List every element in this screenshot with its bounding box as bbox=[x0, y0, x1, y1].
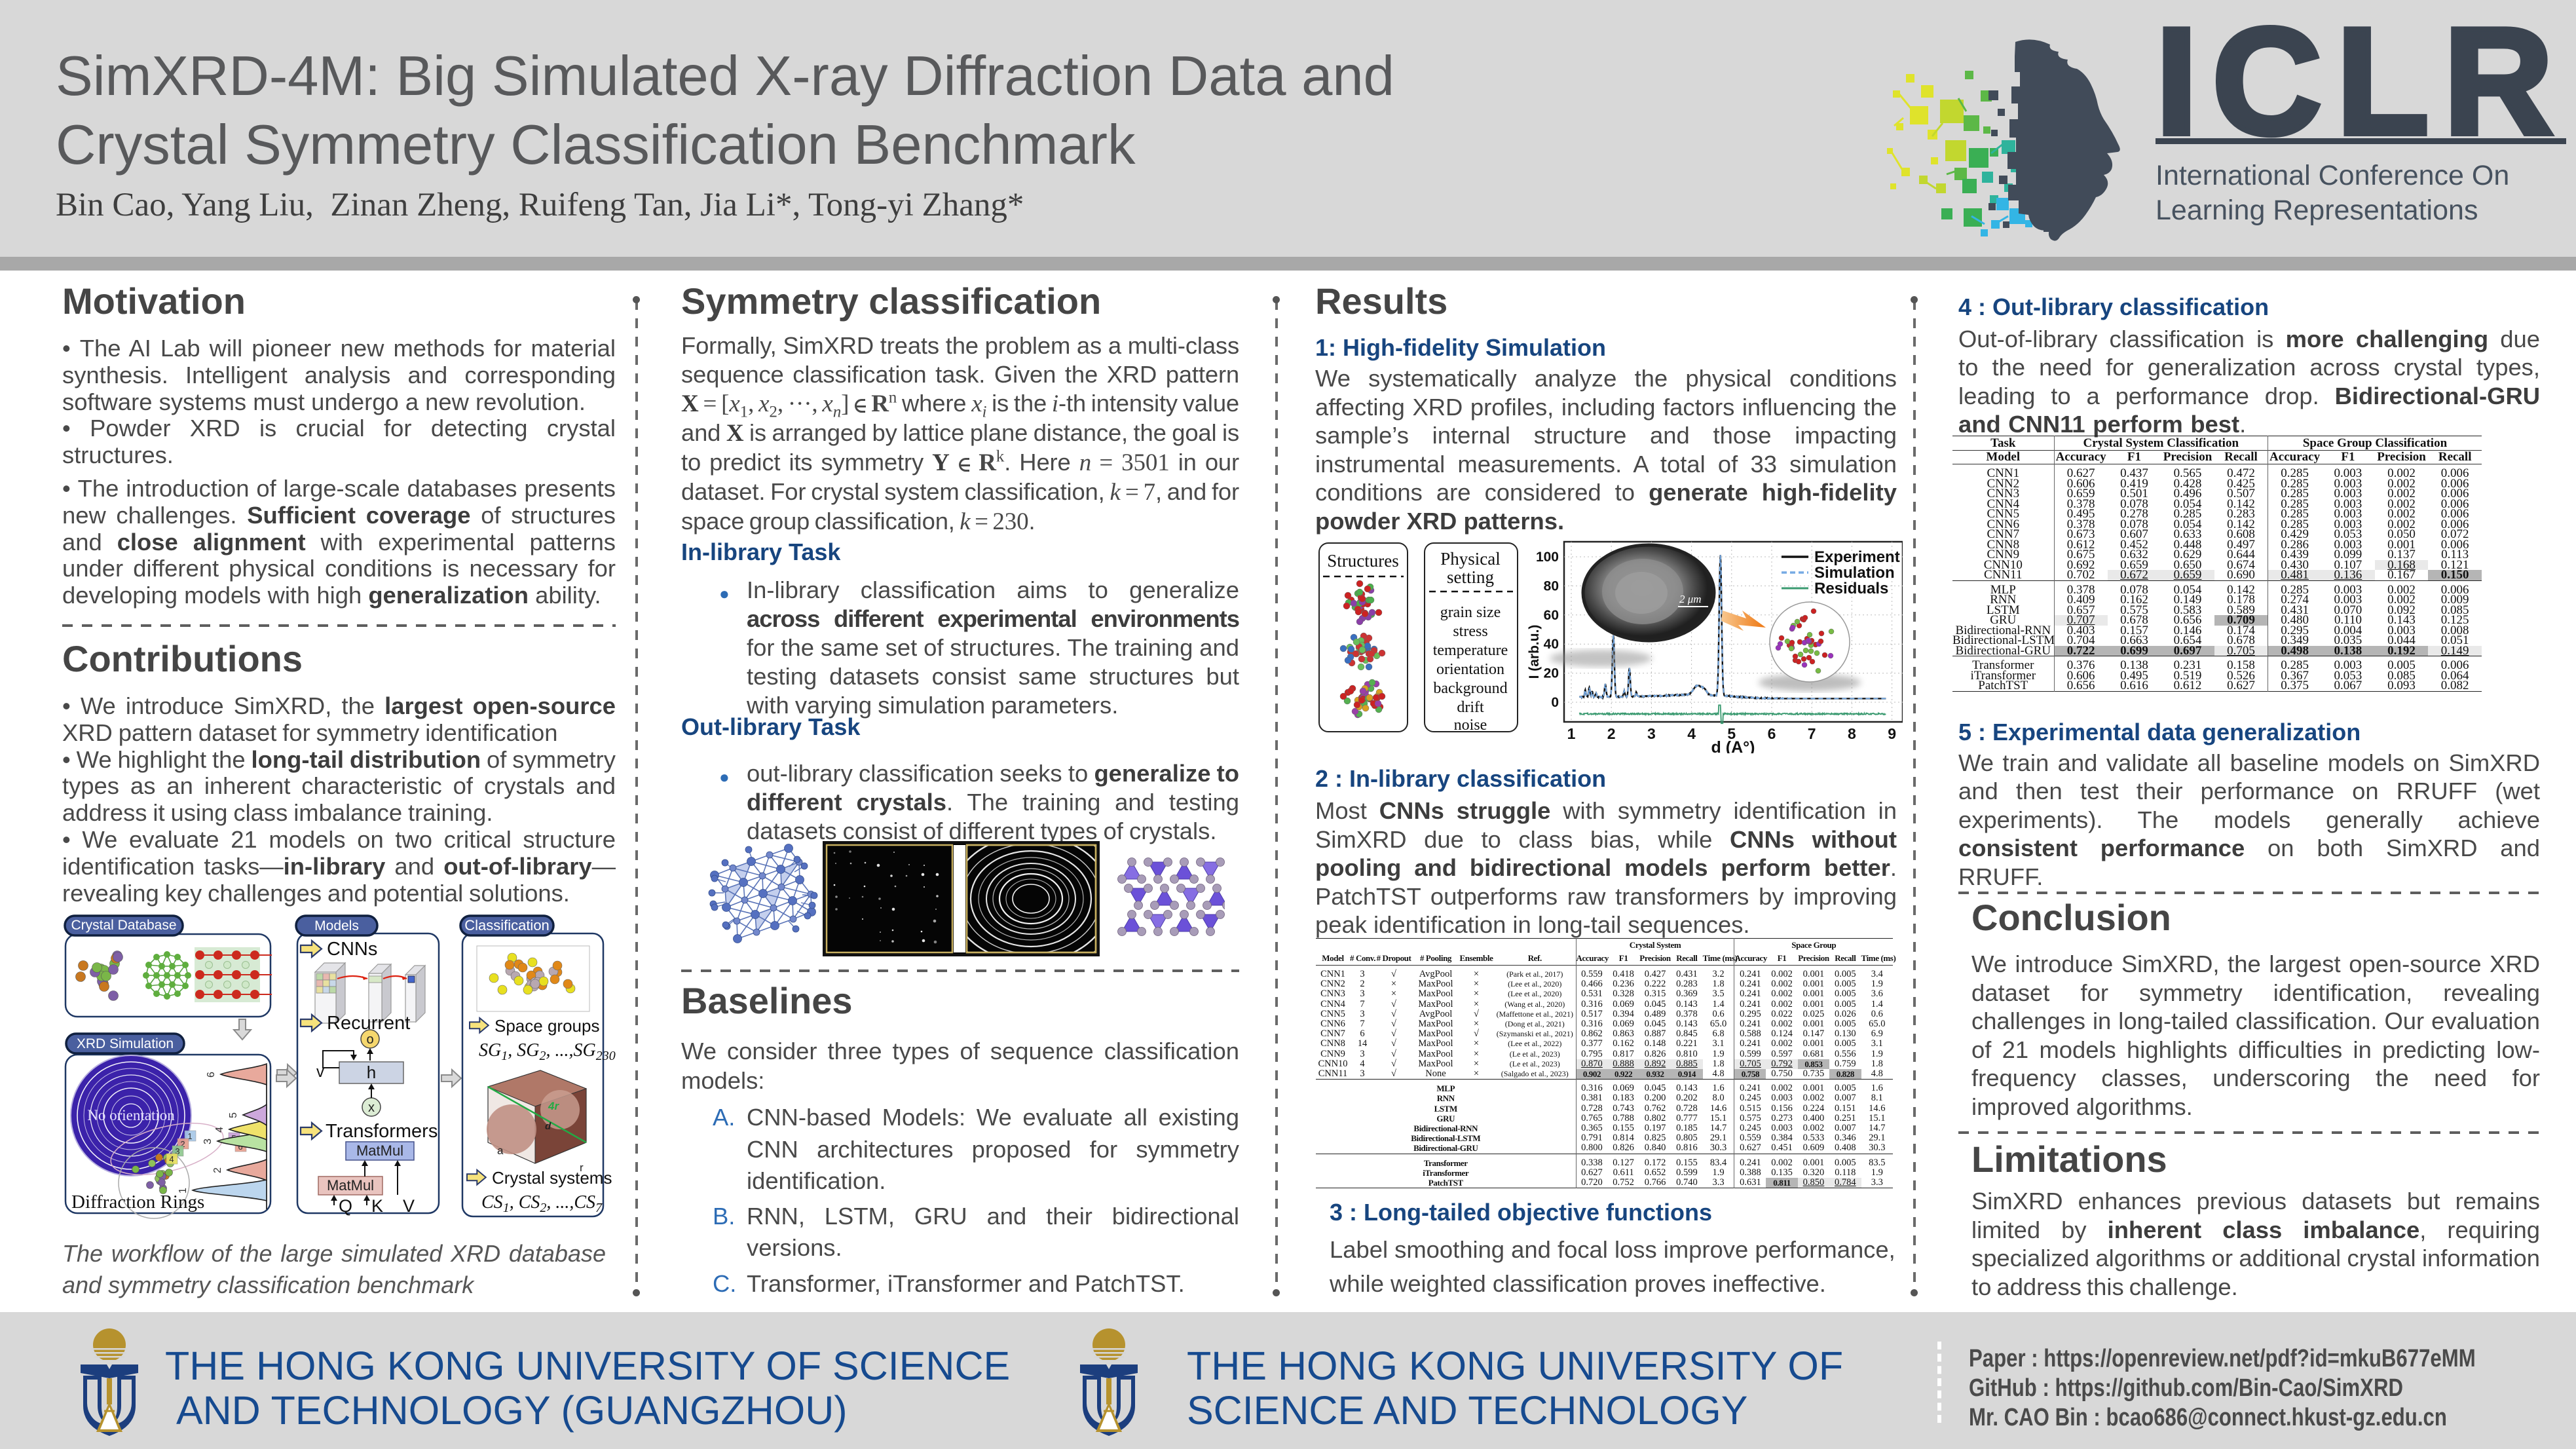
svg-text:background: background bbox=[1433, 680, 1507, 697]
svg-text:Diffraction Rings: Diffraction Rings bbox=[71, 1192, 204, 1213]
svg-text:setting: setting bbox=[1447, 567, 1494, 587]
svg-text:stress: stress bbox=[1453, 623, 1487, 640]
svg-text:4: 4 bbox=[214, 1127, 225, 1133]
svg-text:5: 5 bbox=[228, 1112, 239, 1118]
svg-text:d: d bbox=[545, 1121, 551, 1132]
svg-text:o: o bbox=[366, 1032, 373, 1047]
svg-text:Transformers: Transformers bbox=[326, 1121, 438, 1142]
svg-text:40: 40 bbox=[1544, 637, 1559, 652]
svg-text:80: 80 bbox=[1544, 578, 1559, 593]
svg-text:I (arb.u.): I (arb.u.) bbox=[1527, 625, 1542, 679]
svg-text:1: 1 bbox=[187, 1131, 192, 1141]
svg-text:noise: noise bbox=[1454, 717, 1487, 734]
svg-text:6: 6 bbox=[238, 1142, 242, 1152]
svg-text:0: 0 bbox=[1551, 695, 1559, 710]
svg-text:No orientation: No orientation bbox=[87, 1107, 175, 1123]
svg-text:h: h bbox=[367, 1063, 376, 1082]
svg-text:orientation: orientation bbox=[1436, 661, 1504, 678]
svg-text:Crystal Database: Crystal Database bbox=[71, 918, 176, 933]
svg-text:8: 8 bbox=[1848, 725, 1856, 742]
svg-text:Space groups: Space groups bbox=[495, 1016, 599, 1036]
svg-text:d (A°): d (A°) bbox=[1711, 738, 1755, 753]
svg-text:Structures: Structures bbox=[1327, 551, 1398, 571]
svg-text:Models: Models bbox=[314, 918, 359, 933]
svg-text:Residuals: Residuals bbox=[1814, 580, 1888, 597]
svg-text:v: v bbox=[316, 1063, 324, 1081]
svg-text:Crystal systems: Crystal systems bbox=[492, 1168, 612, 1188]
svg-text:Learning Representations: Learning Representations bbox=[2156, 195, 2478, 226]
svg-text:6: 6 bbox=[206, 1072, 217, 1078]
svg-text:2: 2 bbox=[180, 1139, 185, 1149]
svg-text:XRD Simulation: XRD Simulation bbox=[77, 1036, 174, 1051]
svg-text:6: 6 bbox=[1768, 725, 1776, 742]
svg-text:2: 2 bbox=[1607, 725, 1616, 742]
svg-text:x: x bbox=[368, 1101, 375, 1115]
svg-text:60: 60 bbox=[1544, 608, 1559, 623]
svg-text:Experiment: Experiment bbox=[1814, 548, 1900, 566]
svg-text:3: 3 bbox=[1647, 725, 1656, 742]
svg-text:4r: 4r bbox=[548, 1100, 559, 1112]
svg-text:Classification: Classification bbox=[464, 917, 550, 933]
svg-text:MatMul: MatMul bbox=[327, 1177, 374, 1194]
svg-text:Q: Q bbox=[339, 1196, 352, 1216]
svg-text:a: a bbox=[497, 1144, 504, 1157]
svg-text:1: 1 bbox=[1567, 725, 1576, 742]
svg-text:drift: drift bbox=[1457, 699, 1484, 716]
svg-text:SG1, SG2, ...,SG230: SG1, SG2, ...,SG230 bbox=[479, 1040, 616, 1063]
svg-text:100: 100 bbox=[1536, 550, 1559, 565]
svg-text:K: K bbox=[371, 1196, 383, 1216]
svg-text:7: 7 bbox=[1808, 725, 1816, 742]
svg-text:2 μm: 2 μm bbox=[1679, 593, 1702, 605]
svg-text:3: 3 bbox=[202, 1138, 214, 1144]
svg-text:V: V bbox=[403, 1196, 415, 1216]
svg-text:Physical: Physical bbox=[1440, 549, 1501, 569]
svg-text:5: 5 bbox=[1727, 725, 1736, 742]
svg-text:CNNs: CNNs bbox=[327, 939, 377, 960]
svg-text:2: 2 bbox=[212, 1167, 223, 1173]
svg-text:grain size: grain size bbox=[1440, 604, 1501, 621]
svg-text:4: 4 bbox=[1687, 725, 1696, 742]
svg-text:1: 1 bbox=[177, 1188, 189, 1194]
svg-text:20: 20 bbox=[1544, 666, 1559, 681]
svg-text:9: 9 bbox=[1888, 725, 1896, 742]
svg-text:International Conference On: International Conference On bbox=[2156, 160, 2509, 191]
svg-text:4: 4 bbox=[169, 1154, 174, 1164]
svg-text:temperature: temperature bbox=[1433, 642, 1508, 659]
svg-text:Simulation: Simulation bbox=[1814, 564, 1895, 582]
svg-text:3: 3 bbox=[175, 1146, 179, 1156]
svg-text:MatMul: MatMul bbox=[356, 1142, 403, 1159]
svg-text:r: r bbox=[580, 1161, 584, 1174]
